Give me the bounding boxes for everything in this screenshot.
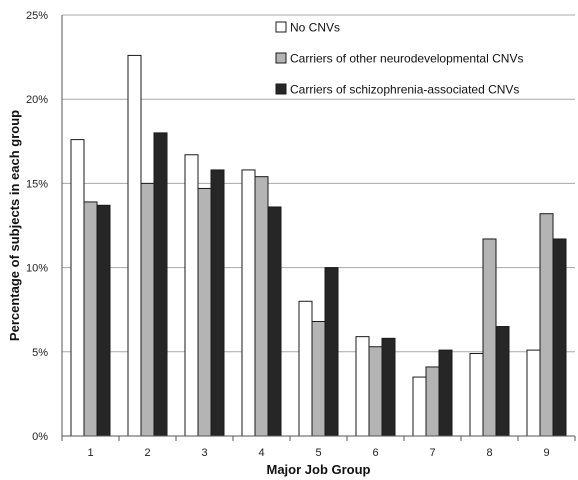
bar-series1-group-5: [298, 300, 313, 437]
x-tick-label: 1: [87, 447, 93, 459]
x-tick-label: 7: [429, 447, 435, 459]
x-tick-label: 5: [315, 447, 321, 459]
bar-series3-group-7: [438, 349, 453, 437]
bars: [70, 54, 567, 437]
axes: [61, 15, 575, 437]
bar-series1-group-2: [127, 54, 142, 437]
bar-series1-group-8: [469, 352, 484, 437]
bar-series3-group-8: [495, 326, 510, 437]
bar-series2-group-4: [254, 176, 269, 437]
legend-label: Carriers of schizophrenia-associated CNV…: [290, 83, 519, 97]
bar-series3-group-1: [96, 204, 111, 437]
bar-series2-group-6: [368, 346, 383, 437]
bar-series2-group-9: [539, 213, 554, 437]
x-axis-title: Major Job Group: [267, 462, 371, 477]
legend-swatch: [275, 21, 287, 33]
y-tick-label: 10%: [26, 263, 48, 275]
bar-series1-group-4: [241, 169, 256, 437]
y-tick-label: 15%: [26, 178, 48, 190]
legend-swatch: [275, 83, 287, 95]
bar-series2-group-7: [425, 366, 440, 437]
y-axis-title: Percentage of subjects in each group: [7, 110, 22, 341]
bar-series3-group-3: [210, 169, 225, 437]
bar-series1-group-9: [526, 349, 541, 437]
y-tick-label: 0%: [32, 431, 48, 443]
bar-series3-group-5: [324, 267, 339, 437]
bar-series1-group-1: [70, 139, 85, 437]
x-tick-label: 6: [372, 447, 378, 459]
bar-series2-group-8: [482, 238, 497, 437]
tick-labels: 0% 5% 10% 15% 20% 25% 1 2 3 4 5 6 7 8 9: [26, 10, 576, 459]
bar-series3-group-6: [381, 337, 396, 437]
bar-series2-group-5: [311, 320, 326, 437]
legend-swatch: [275, 52, 287, 64]
bar-series3-group-9: [552, 238, 567, 437]
bar-series2-group-3: [197, 187, 212, 437]
y-tick-label: 25%: [26, 10, 48, 22]
x-tick-label: 9: [543, 447, 549, 459]
x-tick-label: 4: [258, 447, 264, 459]
bar-series1-group-6: [355, 336, 370, 437]
bar-series1-group-7: [412, 376, 427, 437]
legend: No CNVs Carriers of other neurodevelopmen…: [275, 21, 523, 97]
x-tick-label: 3: [201, 447, 207, 459]
x-tick-label: 8: [486, 447, 492, 459]
y-tick-label: 20%: [26, 94, 48, 106]
bar-series1-group-3: [184, 154, 199, 437]
legend-label: No CNVs: [290, 21, 340, 35]
y-tick-label: 5%: [32, 347, 48, 359]
x-tick-label: 2: [144, 447, 150, 459]
bar-series3-group-2: [153, 132, 168, 437]
legend-label: Carriers of other neurodevelopmental CNV…: [290, 52, 523, 66]
bar-series3-group-4: [267, 206, 282, 437]
bar-series2-group-1: [83, 201, 98, 437]
bar-series2-group-2: [140, 182, 155, 437]
